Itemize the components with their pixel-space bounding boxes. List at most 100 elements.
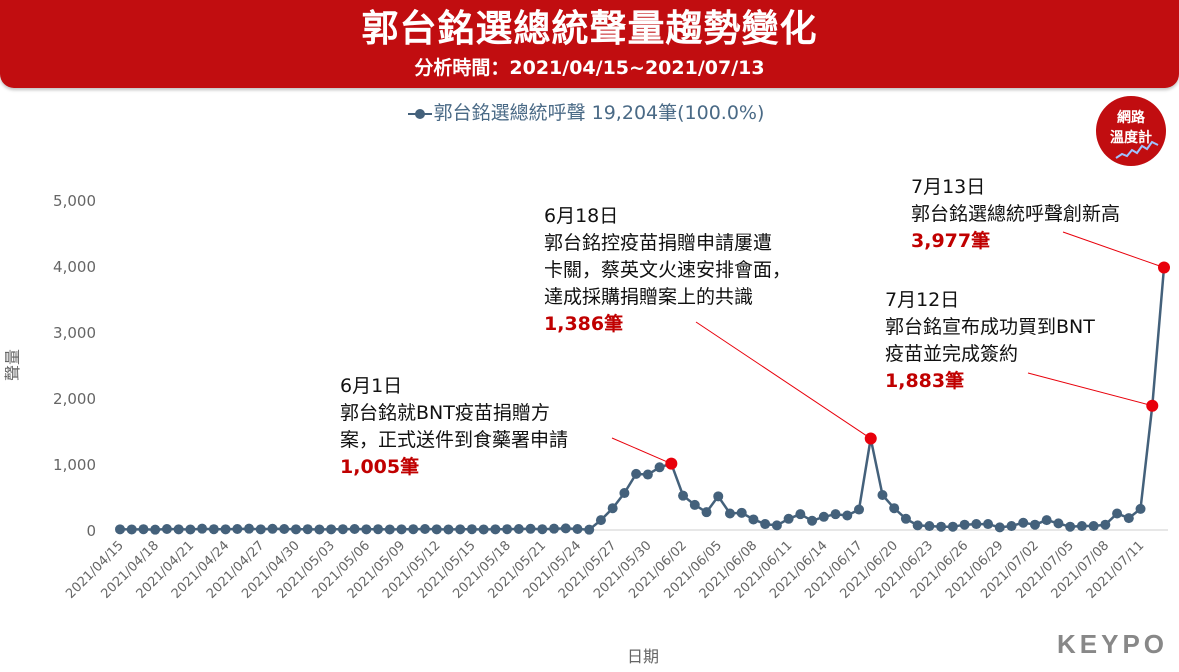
x-axis-title: 日期 (627, 647, 659, 666)
data-point (244, 523, 255, 534)
data-point (255, 524, 266, 535)
title-banner: 郭台銘選總統聲量趨勢變化 分析時間：2021/04/15~2021/07/13 (0, 0, 1179, 88)
data-point (748, 514, 759, 525)
data-point (1076, 521, 1087, 532)
data-point (232, 524, 243, 535)
annotation-text: 案，正式送件到食藥署申請 (340, 429, 568, 451)
data-point (478, 524, 489, 535)
data-point (619, 488, 630, 499)
data-point (947, 521, 958, 532)
data-point (1006, 521, 1017, 532)
data-point (678, 490, 689, 501)
y-tick-label: 5,000 (53, 192, 96, 210)
data-point (349, 524, 360, 535)
data-point (396, 524, 407, 535)
data-point (818, 511, 829, 522)
data-point (361, 524, 372, 535)
data-point (115, 524, 125, 535)
data-point (126, 524, 137, 535)
data-point (1112, 508, 1123, 519)
data-point (795, 509, 806, 520)
data-point (900, 513, 911, 524)
data-point (595, 515, 606, 526)
data-point (959, 519, 970, 530)
data-point (854, 504, 865, 515)
data-point (373, 524, 384, 535)
data-point (326, 524, 337, 535)
chart-legend[interactable]: 郭台銘選總統呼聲 19,204筆(100.0%) (0, 98, 1179, 125)
data-point (220, 524, 231, 535)
y-tick-label: 3,000 (53, 324, 96, 342)
y-tick-label: 2,000 (53, 390, 96, 408)
legend-marker-icon (407, 108, 432, 119)
annotation-leader-line (695, 321, 872, 439)
data-point (502, 524, 513, 535)
data-point (924, 521, 935, 532)
data-point (150, 524, 161, 535)
annotation-leader-line (611, 437, 672, 465)
data-point (443, 524, 454, 535)
data-point (760, 519, 771, 530)
data-point (994, 522, 1005, 533)
annotation-text: 卡關，蔡英文火速安排會面， (544, 259, 791, 281)
analysis-period: 分析時間：2021/04/15~2021/07/13 (414, 57, 765, 79)
annotation-date: 7月13日 (911, 176, 985, 198)
data-point (419, 524, 430, 535)
data-point (1135, 503, 1146, 514)
data-point (279, 524, 290, 535)
data-point (173, 524, 184, 535)
data-point (537, 524, 548, 535)
data-point (455, 524, 466, 535)
web-thermometer-logo: 網路 溫度計 (1096, 96, 1166, 166)
data-point (736, 507, 747, 518)
data-point (1029, 519, 1040, 530)
data-point (314, 524, 325, 535)
logo-text-line1: 網路 (1117, 110, 1145, 126)
y-tick-label: 1,000 (53, 456, 96, 474)
data-point (783, 513, 794, 524)
y-axis-title: 聲量 (3, 349, 22, 381)
data-point (701, 507, 712, 518)
annotation-text: 郭台銘就BNT疫苗捐贈方 (340, 402, 550, 424)
data-point (830, 509, 841, 520)
data-point (185, 524, 196, 535)
highlight-point (1146, 399, 1159, 412)
data-point (490, 524, 501, 535)
data-point (607, 503, 618, 514)
annotation-text: 郭台銘控疫苗捐贈申請屢遭 (544, 232, 772, 254)
data-point (983, 519, 994, 530)
annotation-value: 3,977筆 (911, 229, 990, 252)
data-point (337, 524, 348, 535)
annotation-date: 7月12日 (885, 289, 959, 311)
data-point (689, 499, 700, 510)
data-point (384, 524, 395, 535)
data-point (197, 523, 208, 534)
data-point (771, 520, 782, 531)
data-point (138, 524, 149, 535)
highlight-point (1158, 261, 1170, 274)
data-point (560, 523, 571, 534)
data-point (267, 523, 278, 534)
data-point (572, 524, 583, 535)
data-point (889, 503, 900, 514)
data-point (161, 524, 172, 535)
data-point (1065, 521, 1076, 532)
data-point (408, 524, 419, 535)
keypo-logo: KEYPO (1057, 629, 1169, 659)
data-point (466, 524, 477, 535)
data-point (936, 521, 947, 532)
data-point (513, 524, 524, 535)
data-point (842, 510, 853, 521)
y-tick-label: 0 (86, 522, 96, 540)
data-point (654, 462, 665, 473)
data-point (1088, 521, 1099, 532)
data-point (1018, 517, 1029, 528)
data-point (584, 524, 595, 535)
annotation-date: 6月18日 (544, 205, 618, 227)
data-point (431, 524, 442, 535)
data-point (877, 490, 888, 501)
data-point (525, 523, 536, 534)
data-point (912, 520, 923, 531)
highlight-point (665, 457, 678, 470)
